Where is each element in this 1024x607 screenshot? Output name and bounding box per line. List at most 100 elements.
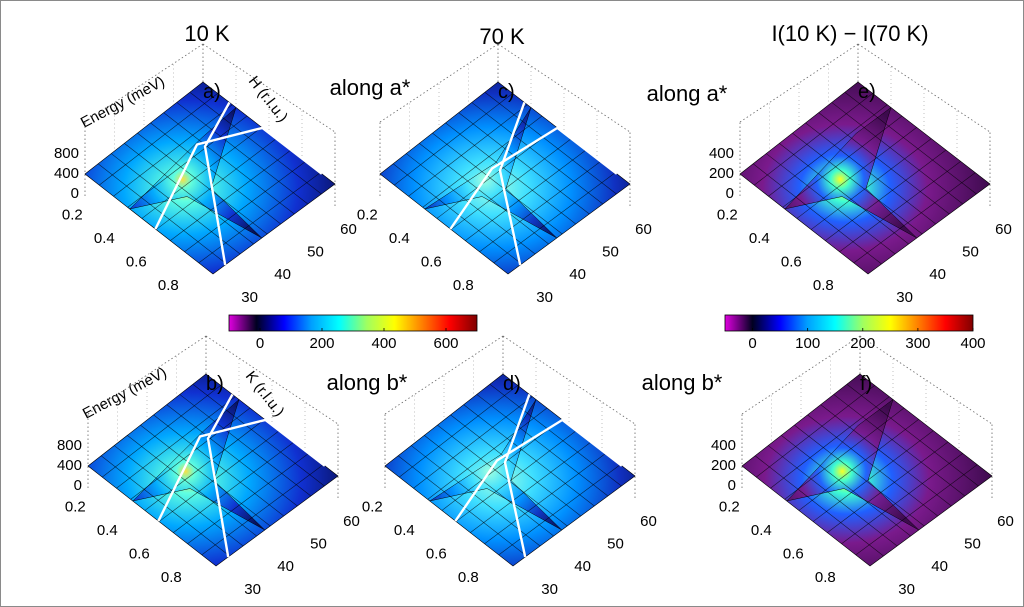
- panel-d: d) 0.2 0.4 0.6 0.8 30 40 50 60: [362, 335, 657, 598]
- panel-label-d: d): [503, 373, 521, 395]
- direction-label-a-10k: along a*: [330, 75, 411, 100]
- mesh-line: [779, 143, 909, 245]
- box-edge: [202, 43, 336, 133]
- panel-label-f: f): [860, 373, 872, 395]
- peak-d: [429, 399, 562, 531]
- mesh-line: [768, 104, 888, 197]
- mesh-line: [399, 385, 518, 478]
- mesh-line: [450, 414, 581, 517]
- y-tick-label: 60: [995, 221, 1012, 238]
- y-tick-label: 40: [274, 266, 291, 283]
- panel-f: f) 0.2 0.4 0.6 0.8 30 40 50 60 0 200 400: [711, 335, 1014, 598]
- x-tick-label: 0.2: [62, 206, 83, 223]
- mesh-line: [471, 102, 604, 205]
- dispersion-line: [498, 101, 526, 266]
- peak-c: [424, 107, 557, 239]
- mesh-line: [427, 407, 548, 500]
- colorbar-right: 0 100 200 300 400: [724, 314, 986, 352]
- mesh-line: [827, 441, 949, 533]
- dispersion-line: [454, 418, 623, 522]
- x-tick-label: 0.4: [751, 522, 772, 539]
- y-tick-label: 40: [931, 558, 948, 575]
- mesh-line: [173, 441, 295, 533]
- x-tick-label: 0.6: [783, 545, 804, 562]
- mesh-line: [792, 132, 923, 235]
- mesh-line: [812, 430, 934, 522]
- mesh-line: [484, 453, 606, 545]
- z-tick-label: 0: [728, 477, 736, 494]
- mesh-line: [805, 122, 936, 225]
- mesh-line: [476, 394, 609, 497]
- y-tick-label: 30: [896, 289, 913, 306]
- h-rlu-label: H (r.l.u.): [245, 73, 291, 126]
- mesh-line: [179, 394, 312, 497]
- mesh-line: [198, 172, 321, 264]
- mesh-line: [498, 464, 621, 556]
- y-tick-label: 30: [541, 581, 558, 598]
- colorbar-tick-label: 200: [309, 335, 334, 352]
- x-tick-label: 0.2: [357, 206, 378, 223]
- mesh-line: [127, 435, 257, 537]
- colorbar-tick-label: 400: [960, 335, 985, 352]
- z-tick-label: 0: [74, 477, 82, 494]
- mesh-line: [394, 93, 513, 186]
- x-tick-label: 0.6: [126, 253, 147, 270]
- mesh-line: [484, 91, 617, 195]
- x-tick-label: 0.2: [717, 206, 738, 223]
- y-tick-label: 40: [277, 558, 294, 575]
- mesh-line: [752, 163, 882, 265]
- mesh-line: [820, 404, 952, 507]
- mesh-line: [754, 455, 884, 557]
- mesh-line: [825, 149, 947, 241]
- z-tick-label: 200: [709, 165, 734, 182]
- mesh-line: [833, 394, 966, 497]
- y-tick-label: 40: [574, 558, 591, 575]
- z-tick-label: 800: [54, 145, 79, 162]
- mesh-line: [166, 404, 298, 507]
- y-tick-label: 50: [962, 244, 979, 261]
- y-tick-label: 30: [898, 581, 915, 598]
- box-edge: [502, 335, 636, 425]
- direction-label-a-diff: along a*: [647, 81, 728, 106]
- mesh-line: [432, 132, 563, 235]
- y-tick-label: 40: [929, 266, 946, 283]
- y-tick-label: 50: [964, 536, 981, 553]
- mesh-line: [424, 435, 554, 537]
- colorbar-tick-label: 600: [433, 335, 458, 352]
- mesh-line: [419, 143, 549, 245]
- y-tick-label: 50: [607, 536, 624, 553]
- direction-label-b-diff: along b*: [642, 370, 723, 395]
- mesh-line: [853, 172, 976, 264]
- mesh-line: [441, 419, 562, 511]
- z-tick-label: 400: [711, 437, 736, 454]
- mesh-line: [768, 445, 898, 547]
- colorbar-tick-label: 0: [748, 335, 756, 352]
- mesh-line: [124, 143, 254, 245]
- mesh-line: [114, 445, 244, 547]
- mesh-line: [187, 453, 309, 545]
- colorbar-tick-label: 300: [905, 335, 930, 352]
- y-tick-label: 60: [997, 513, 1014, 530]
- x-tick-label: 0.4: [97, 522, 118, 539]
- x-tick-label: 0.2: [719, 498, 740, 515]
- y-tick-label: 30: [536, 289, 553, 306]
- y-tick-label: 60: [640, 513, 657, 530]
- mesh-line: [141, 127, 262, 219]
- y-tick-label: 40: [569, 266, 586, 283]
- mesh-line: [794, 424, 925, 527]
- mesh-line: [176, 102, 309, 205]
- peak-e: [784, 106, 917, 239]
- mesh-line: [155, 138, 277, 230]
- z-tick-label: 0: [726, 185, 734, 202]
- dispersion-line: [206, 393, 234, 558]
- x-tick-label: 0.8: [815, 569, 836, 586]
- mesh-line: [189, 91, 322, 195]
- mesh-line: [450, 138, 572, 230]
- mesh-line: [493, 172, 616, 264]
- mesh-line: [163, 112, 295, 215]
- mesh-line: [846, 383, 979, 487]
- colorbar-gradient: [228, 314, 478, 332]
- mesh-line: [470, 441, 592, 533]
- z-tick-label: 800: [57, 437, 82, 454]
